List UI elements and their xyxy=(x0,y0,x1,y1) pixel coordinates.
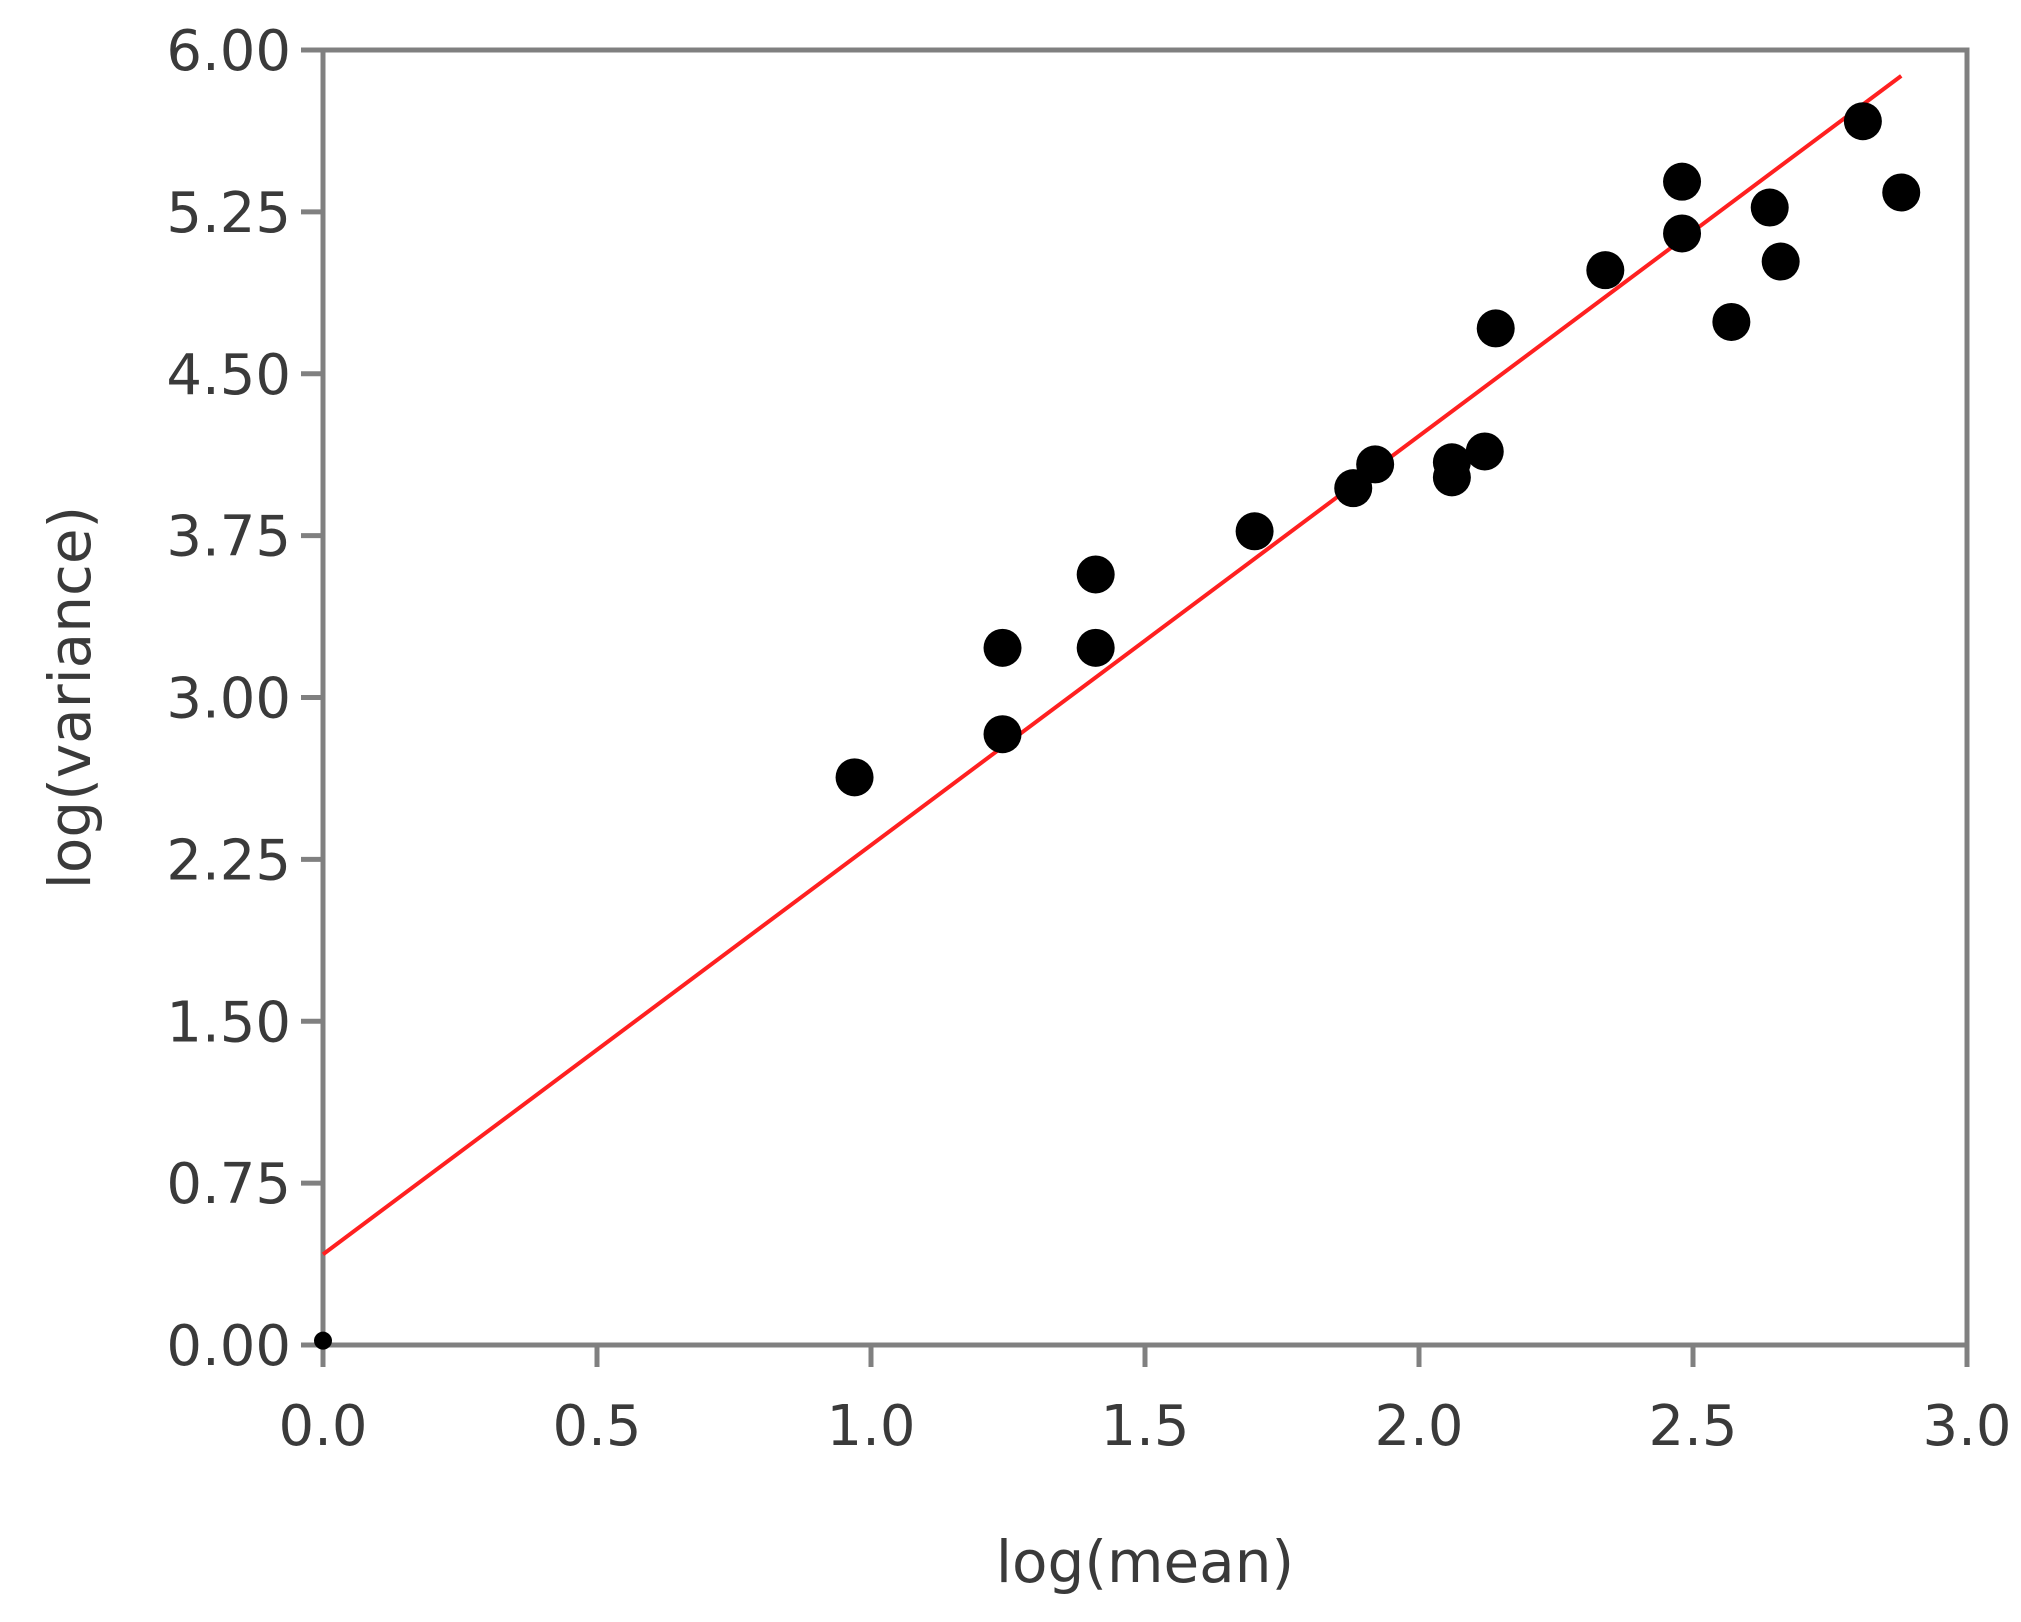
data-point xyxy=(835,758,874,797)
fit-line-layer xyxy=(321,74,1903,1256)
data-point xyxy=(1712,302,1751,341)
x-tick-label: 2.5 xyxy=(1648,1394,1737,1459)
data-point xyxy=(1586,251,1625,290)
points-layer xyxy=(314,102,1921,1350)
y-tick-label: 1.50 xyxy=(166,990,291,1055)
x-tick-label: 1.5 xyxy=(1100,1394,1189,1459)
y-tick-label: 0.75 xyxy=(166,1152,291,1217)
data-point xyxy=(314,1331,332,1350)
x-axis: 0.0 0.5 1.0 1.5 2.0 2.5 3.0 xyxy=(278,1345,2012,1459)
y-tick-label: 0.00 xyxy=(166,1314,291,1379)
x-tick-label: 0.0 xyxy=(278,1394,367,1459)
data-point xyxy=(983,628,1022,667)
y-tick-label: 6.00 xyxy=(166,19,291,84)
data-point xyxy=(1882,173,1921,212)
y-tick-label: 5.25 xyxy=(166,181,291,246)
data-point xyxy=(1843,102,1882,141)
data-point xyxy=(1476,309,1515,348)
y-axis-label: log(variance) xyxy=(36,506,104,889)
data-point xyxy=(1076,555,1115,594)
data-point xyxy=(1432,443,1471,482)
data-point xyxy=(983,715,1022,754)
x-tick-label: 1.0 xyxy=(826,1394,915,1459)
data-point xyxy=(1076,628,1115,667)
data-point xyxy=(1761,242,1800,281)
data-point xyxy=(1663,214,1702,253)
y-tick-label: 2.25 xyxy=(166,828,291,893)
data-point xyxy=(1356,445,1395,484)
data-point xyxy=(1663,162,1702,201)
plot-frame xyxy=(320,47,1970,1348)
x-tick-label: 2.0 xyxy=(1374,1394,1463,1459)
x-tick-label: 0.5 xyxy=(552,1394,641,1459)
y-axis: 0.00 0.75 1.50 2.25 3.00 3.75 4.50 5.25 6.00 xyxy=(166,19,323,1379)
y-tick-label: 4.50 xyxy=(166,343,291,408)
x-tick-label: 3.0 xyxy=(1922,1394,2011,1459)
fit-line xyxy=(321,74,1903,1256)
y-tick-label: 3.75 xyxy=(166,505,291,570)
data-point xyxy=(1750,188,1789,227)
data-point xyxy=(1235,512,1274,551)
data-point xyxy=(1465,432,1504,471)
x-axis-label: log(mean) xyxy=(996,1528,1294,1596)
y-tick-label: 3.00 xyxy=(166,667,291,732)
